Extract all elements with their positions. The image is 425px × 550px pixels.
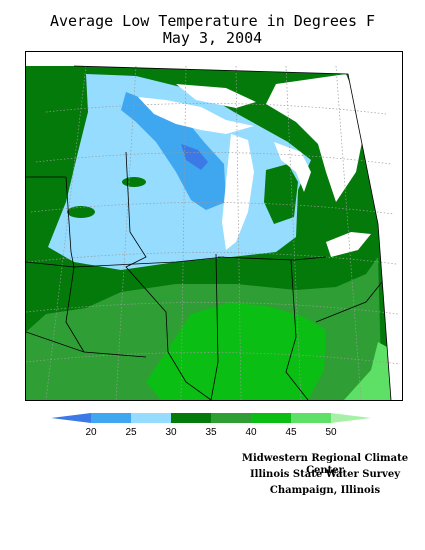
legend-tick-25: 25 (125, 427, 137, 438)
credit-organization: Midwestern Regional Climate Center (241, 453, 409, 476)
legend-bin-50 (331, 413, 371, 423)
legend-tick-35: 35 (205, 427, 217, 438)
credit-location: Champaign, Illinois (269, 485, 381, 496)
legend-bin-20 (51, 413, 91, 423)
temperature-map (25, 51, 403, 401)
legend-bin-20-25 (91, 413, 131, 423)
credit-survey: Illinois State Water Survey (249, 469, 401, 480)
legend-tick-50: 50 (325, 427, 337, 438)
legend-tick-40: 40 (245, 427, 257, 438)
legend-bin-30-35 (171, 413, 211, 423)
state-borders (26, 151, 383, 400)
legend-tick-30: 30 (165, 427, 177, 438)
map-date: May 3, 2004 (162, 29, 263, 47)
legend-bin-35-40 (211, 413, 251, 423)
legend-bin-25-30 (131, 413, 171, 423)
color-legend: 20 25 30 35 40 45 50 (51, 413, 371, 438)
legend-tick-45: 45 (285, 427, 297, 438)
map-title: Average Low Temperature in Degrees F (49, 12, 376, 30)
legend-bin-40-45 (251, 413, 291, 423)
legend-bin-45-50 (291, 413, 331, 423)
legend-tick-20: 20 (85, 427, 97, 438)
graticule (26, 65, 401, 400)
temperature-fill (26, 66, 391, 400)
